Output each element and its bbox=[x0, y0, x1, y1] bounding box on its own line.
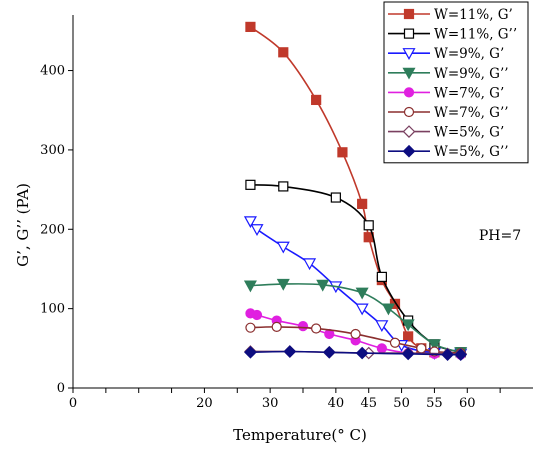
x-tick-label: 45 bbox=[360, 396, 377, 411]
legend-marker bbox=[402, 48, 416, 60]
legend-marker bbox=[403, 28, 415, 39]
data-point bbox=[416, 343, 427, 354]
data-point bbox=[303, 258, 317, 271]
plot-area bbox=[243, 21, 468, 362]
legend-label: W=5%, G’ bbox=[434, 125, 504, 141]
data-point bbox=[276, 278, 290, 291]
data-point bbox=[245, 322, 256, 333]
data-point bbox=[276, 241, 290, 254]
legend: W=11%, G’ W=11%, G’’ W=9%, G’ W=9%, G’’ W=7%… bbox=[383, 1, 529, 164]
legend-label: W=11%, G’ bbox=[434, 7, 513, 23]
data-point bbox=[337, 147, 348, 158]
data-point bbox=[350, 328, 361, 340]
data-point bbox=[311, 323, 322, 334]
legend-label: W=7%, G’’ bbox=[434, 105, 509, 121]
axes: 0 100 200 300 400 0 20 30 40 45 50 55 60 bbox=[40, 15, 533, 411]
data-point bbox=[243, 280, 257, 293]
data-point bbox=[245, 21, 256, 33]
series-4 bbox=[243, 278, 468, 360]
data-point bbox=[427, 339, 441, 352]
data-point bbox=[389, 337, 401, 348]
data-point bbox=[381, 303, 395, 316]
data-point bbox=[316, 279, 330, 292]
x-tick-label: 20 bbox=[196, 396, 213, 411]
y-axis-title: G’, G’’ (PA) bbox=[14, 183, 32, 267]
data-point bbox=[311, 94, 322, 106]
data-point bbox=[441, 348, 454, 362]
data-point bbox=[271, 321, 282, 332]
data-point bbox=[245, 179, 256, 190]
data-point bbox=[278, 47, 289, 58]
y-tick-label: 200 bbox=[40, 222, 65, 237]
data-point bbox=[297, 320, 309, 332]
y-tick-label: 300 bbox=[40, 143, 65, 158]
x-axis-title: Temperature(° C) bbox=[233, 426, 367, 444]
legend-marker bbox=[402, 144, 416, 158]
data-point bbox=[454, 348, 468, 362]
x-tick-label: 50 bbox=[393, 396, 410, 411]
data-point bbox=[250, 224, 264, 237]
data-point bbox=[376, 343, 387, 354]
data-point bbox=[401, 319, 415, 332]
legend-marker bbox=[403, 106, 415, 118]
data-point bbox=[244, 345, 257, 359]
data-point bbox=[278, 181, 289, 192]
data-point bbox=[283, 345, 297, 358]
x-tick-label: 40 bbox=[328, 396, 345, 411]
legend-marker bbox=[403, 87, 415, 98]
legend-marker bbox=[403, 8, 415, 20]
data-point bbox=[375, 320, 389, 333]
data-point bbox=[355, 287, 369, 300]
data-point bbox=[355, 303, 369, 316]
legend-label: W=9%, G’’ bbox=[434, 66, 509, 82]
data-point bbox=[243, 216, 257, 229]
x-tick-label: 0 bbox=[69, 396, 77, 411]
data-point bbox=[376, 271, 387, 282]
x-tick-label: 60 bbox=[459, 396, 476, 411]
legend-marker bbox=[402, 67, 416, 80]
y-tick-label: 0 bbox=[57, 381, 65, 396]
y-tick-label: 100 bbox=[40, 302, 65, 317]
series-8 bbox=[244, 345, 468, 362]
data-point bbox=[322, 345, 336, 359]
data-point bbox=[251, 309, 263, 321]
data-point bbox=[357, 198, 368, 209]
data-point bbox=[401, 347, 415, 361]
legend-label: W=9%, G’ bbox=[434, 46, 504, 62]
data-point bbox=[330, 192, 341, 203]
x-tick-label: 30 bbox=[262, 396, 279, 411]
x-tick-label: 55 bbox=[426, 396, 443, 411]
data-point bbox=[355, 346, 369, 360]
data-point bbox=[403, 331, 414, 342]
data-point bbox=[363, 220, 374, 231]
legend-marker bbox=[402, 125, 416, 138]
legend-label: W=5%, G’’ bbox=[434, 144, 509, 160]
y-tick-label: 400 bbox=[40, 64, 65, 79]
legend-label: W=7%, G’ bbox=[434, 85, 504, 101]
legend-label: W=11%, G’’ bbox=[434, 27, 517, 43]
ph-annotation: PH=7 bbox=[479, 228, 521, 244]
